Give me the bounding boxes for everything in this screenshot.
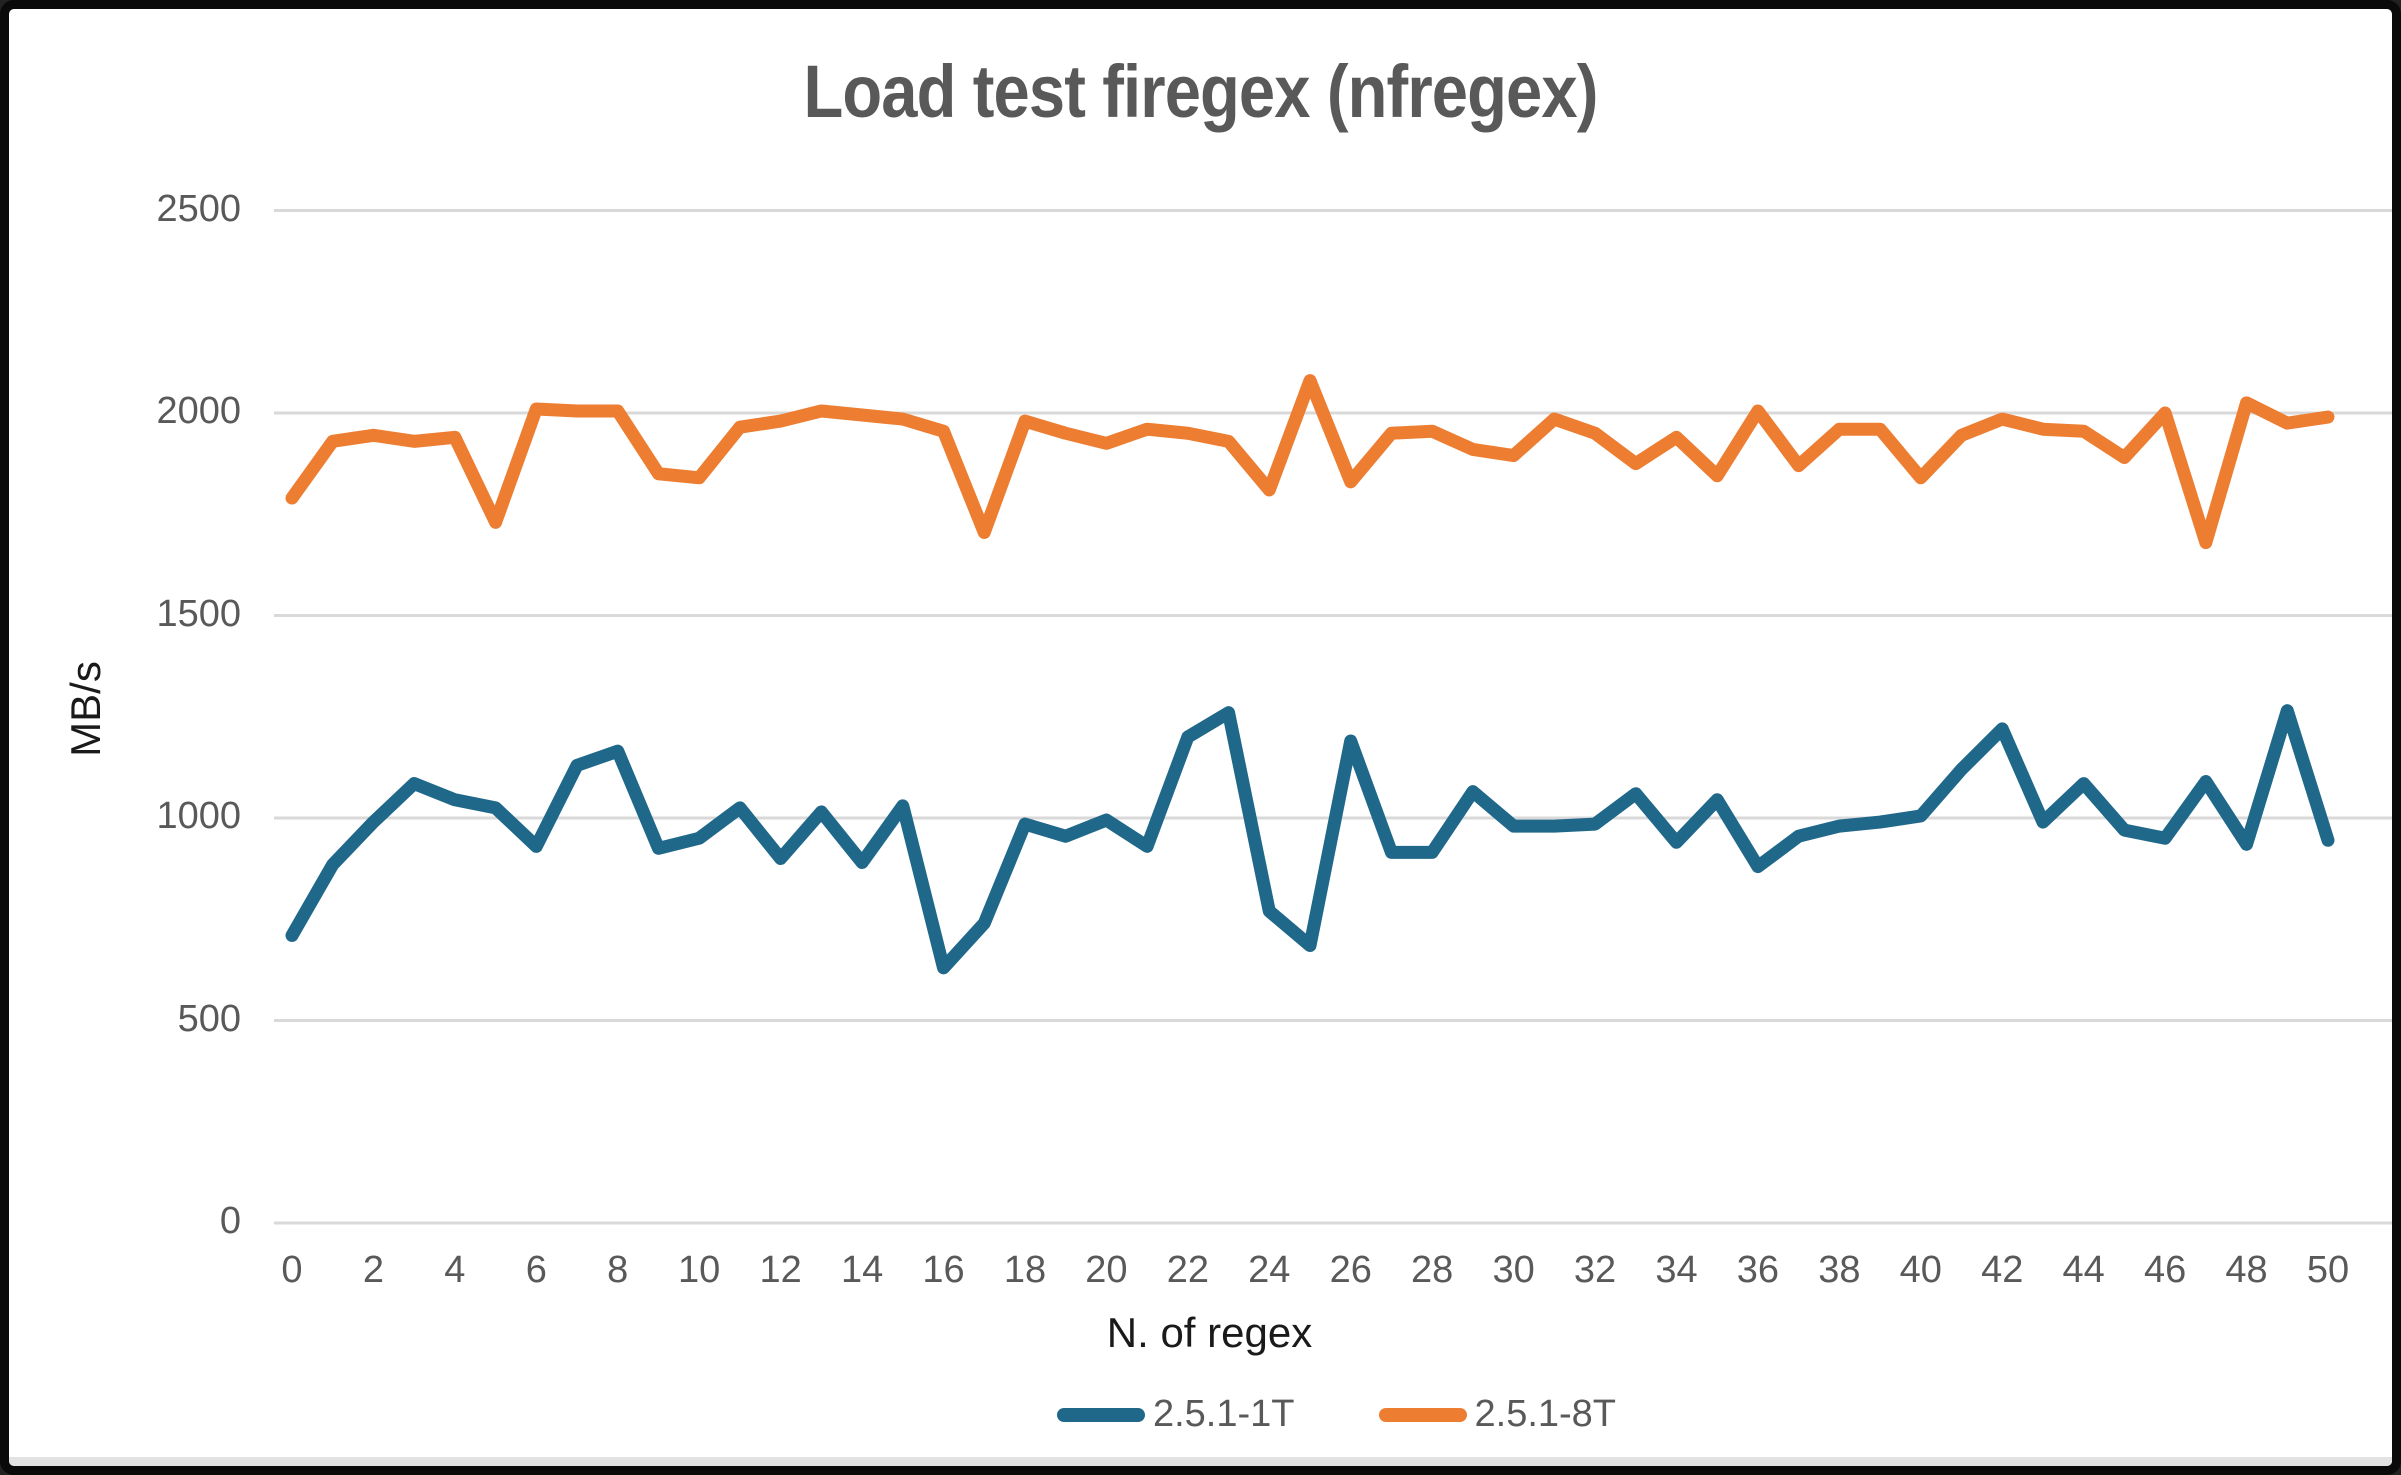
x-tick-label-32: 32 <box>1573 1249 1617 1291</box>
x-tick-label-24: 24 <box>1248 1249 1291 1291</box>
x-tick-label-6: 6 <box>525 1249 547 1291</box>
chart-legend: 2.5.1-1T 2.5.1-8T <box>274 1393 2392 1436</box>
y-axis-title: MB/s <box>62 661 109 757</box>
x-tick-label-18: 18 <box>1003 1249 1047 1291</box>
legend-item-8t: 2.5.1-8T <box>1378 1393 1617 1436</box>
x-tick-label-2: 2 <box>362 1249 384 1291</box>
legend-line-marker-8t <box>1378 1407 1467 1422</box>
plot-area-svg <box>274 209 2392 1225</box>
x-tick-label-26: 26 <box>1329 1249 1372 1291</box>
x-tick-label-50: 50 <box>2306 1249 2350 1291</box>
x-tick-label-14: 14 <box>840 1249 884 1291</box>
x-tick-label-0: 0 <box>281 1249 303 1291</box>
gridlines-group <box>274 209 2392 1225</box>
x-tick-label-40: 40 <box>1899 1249 1942 1291</box>
x-tick-label-44: 44 <box>2062 1249 2105 1291</box>
x-tick-label-28: 28 <box>1411 1249 1454 1291</box>
x-tick-label-4: 4 <box>444 1249 466 1291</box>
chart-title: Load test firegex (nfregex) <box>803 50 1598 133</box>
y-tick-label-500: 500 <box>177 997 241 1040</box>
x-tick-label-36: 36 <box>1736 1249 1780 1291</box>
x-tick-label-12: 12 <box>759 1249 802 1291</box>
window-bottom-edge <box>9 1457 2392 1466</box>
legend-line-marker-1t <box>1056 1407 1145 1422</box>
y-tick-label-2000: 2000 <box>156 390 241 432</box>
x-tick-label-8: 8 <box>607 1249 629 1291</box>
legend-label-8t: 2.5.1-8T <box>1474 1393 1617 1435</box>
y-tick-label-0: 0 <box>219 1200 241 1242</box>
y-tick-label-1000: 1000 <box>156 795 241 837</box>
series-line-2.5.1-1T <box>285 704 2335 975</box>
series-lines-group <box>285 374 2335 975</box>
legend-label-1t: 2.5.1-1T <box>1152 1393 1295 1435</box>
x-tick-label-16: 16 <box>922 1249 965 1291</box>
x-tick-label-38: 38 <box>1818 1249 1861 1291</box>
x-tick-label-48: 48 <box>2225 1249 2268 1291</box>
y-tick-label-2500: 2500 <box>156 187 241 230</box>
y-tick-label-1500: 1500 <box>156 592 241 635</box>
x-tick-label-42: 42 <box>1981 1249 2024 1291</box>
legend-item-1t: 2.5.1-1T <box>1056 1393 1295 1436</box>
series-line-2.5.1-8T <box>285 374 2335 550</box>
x-tick-label-34: 34 <box>1655 1249 1698 1291</box>
x-axis-title: N. of regex <box>1106 1309 1313 1356</box>
x-tick-label-22: 22 <box>1166 1249 1209 1291</box>
x-tick-label-46: 46 <box>2143 1249 2187 1291</box>
x-tick-label-10: 10 <box>678 1249 721 1291</box>
x-tick-label-20: 20 <box>1085 1249 1128 1291</box>
x-tick-label-30: 30 <box>1492 1249 1535 1291</box>
